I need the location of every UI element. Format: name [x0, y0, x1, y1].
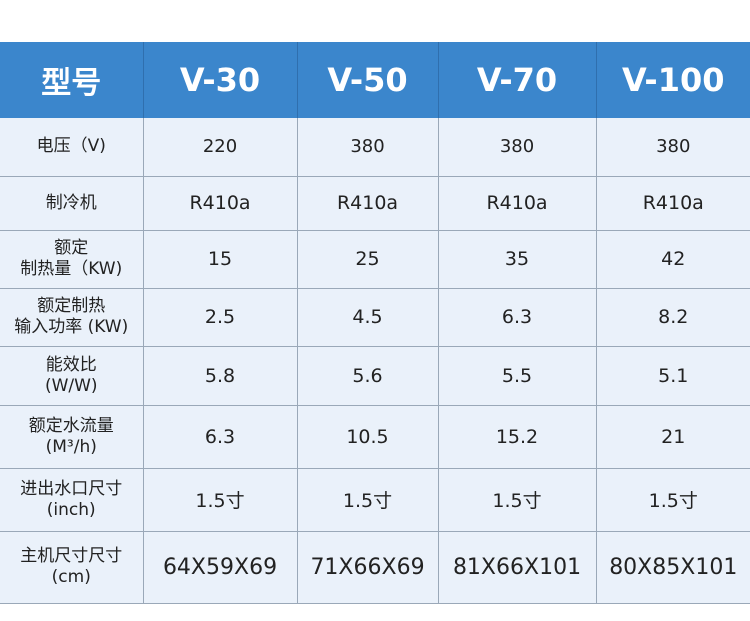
table-cell: 8.2 [596, 288, 750, 347]
row-unit-dimensions: 主机尺寸尺寸 (cm) 64X59X69 71X66X69 81X66X101 … [0, 531, 750, 604]
spec-table: 型号 V-30 V-50 V-70 V-100 电压（V) 220 380 38… [0, 42, 750, 604]
row-label-line: 电压（V) [36, 136, 106, 157]
model-header-v100: V-100 [596, 42, 750, 118]
row-label-line: 额定制热 [37, 296, 106, 316]
table-cell: 42 [596, 230, 750, 289]
table-cell: 21 [596, 405, 750, 469]
row-pipe-size: 进出水口尺寸 (inch) 1.5寸 1.5寸 1.5寸 1.5寸 [0, 468, 750, 532]
table-cell: 10.5 [297, 405, 439, 469]
model-header-v50: V-50 [297, 42, 439, 118]
row-label-line: (cm) [51, 567, 91, 587]
table-cell: 5.6 [297, 346, 439, 406]
row-label: 电压（V) [0, 118, 144, 177]
row-label-line: 制热量（KW) [20, 259, 123, 279]
table-cell: 71X66X69 [297, 531, 439, 604]
table-cell: 5.5 [438, 346, 597, 406]
row-cop: 能效比 (W/W) 5.8 5.6 5.5 5.1 [0, 346, 750, 406]
row-label-line: 主机尺寸尺寸 [20, 546, 123, 566]
table-cell: 1.5寸 [438, 468, 597, 532]
row-label: 主机尺寸尺寸 (cm) [0, 531, 144, 604]
row-water-flow: 额定水流量 (M³/h) 6.3 10.5 15.2 21 [0, 405, 750, 469]
table-cell: 380 [596, 118, 750, 177]
model-header-v70: V-70 [438, 42, 597, 118]
table-cell: 220 [143, 118, 298, 177]
table-cell: 380 [438, 118, 597, 177]
table-cell: 64X59X69 [143, 531, 298, 604]
table-cell: R410a [596, 176, 750, 231]
row-label-line: (W/W) [44, 375, 98, 396]
table-cell: R410a [143, 176, 298, 231]
table-cell: 15 [143, 230, 298, 289]
row-label-line: (M³/h) [45, 436, 97, 457]
table-cell: R410a [297, 176, 439, 231]
row-input-power: 额定制热 输入功率 (KW) 2.5 4.5 6.3 8.2 [0, 288, 750, 347]
row-label-line: 额定 [54, 238, 89, 258]
row-label: 额定制热 输入功率 (KW) [0, 288, 144, 347]
row-label-line: 输入功率 (KW) [14, 317, 129, 337]
table-cell: 81X66X101 [438, 531, 597, 604]
table-cell: 25 [297, 230, 439, 289]
table-cell: 1.5寸 [143, 468, 298, 532]
model-header-v30: V-30 [143, 42, 298, 118]
row-label: 能效比 (W/W) [0, 346, 144, 406]
table-cell: 380 [297, 118, 439, 177]
model-label-header: 型号 [0, 42, 144, 118]
table-cell: 5.1 [596, 346, 750, 406]
row-label: 制冷机 [0, 176, 144, 231]
table-cell: R410a [438, 176, 597, 231]
row-label-line: 能效比 [45, 354, 97, 375]
row-voltage: 电压（V) 220 380 380 380 [0, 118, 750, 177]
table-cell: 2.5 [143, 288, 298, 347]
table-cell: 1.5寸 [596, 468, 750, 532]
header-row: 型号 V-30 V-50 V-70 V-100 [0, 42, 750, 118]
row-label: 进出水口尺寸 (inch) [0, 468, 144, 532]
row-label-line: 进出水口尺寸 [20, 478, 123, 499]
table-cell: 35 [438, 230, 597, 289]
row-label-line: 制冷机 [45, 192, 97, 213]
row-label: 额定水流量 (M³/h) [0, 405, 144, 469]
table-cell: 5.8 [143, 346, 298, 406]
row-label-line: 额定水流量 [28, 415, 114, 436]
table-cell: 6.3 [438, 288, 597, 347]
row-refrigerant: 制冷机 R410a R410a R410a R410a [0, 176, 750, 231]
row-label: 额定 制热量（KW) [0, 230, 144, 289]
table-cell: 1.5寸 [297, 468, 439, 532]
table-cell: 15.2 [438, 405, 597, 469]
row-heating-capacity: 额定 制热量（KW) 15 25 35 42 [0, 230, 750, 289]
table-cell: 4.5 [297, 288, 439, 347]
row-label-line: (inch) [46, 499, 96, 520]
table-cell: 80X85X101 [596, 531, 750, 604]
table-cell: 6.3 [143, 405, 298, 469]
